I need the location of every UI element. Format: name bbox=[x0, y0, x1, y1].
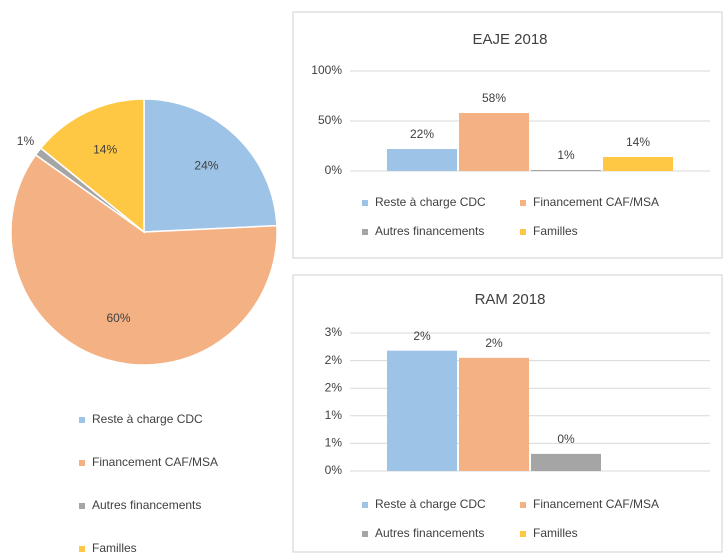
legend-label: Financement CAF/MSA bbox=[533, 497, 659, 511]
data-label: 1% bbox=[17, 134, 35, 148]
y-tick-label: 100% bbox=[311, 63, 342, 77]
data-label: 58% bbox=[482, 91, 506, 105]
data-label: 2% bbox=[485, 336, 503, 350]
legend-label: Familles bbox=[533, 224, 578, 238]
data-label: 60% bbox=[107, 311, 131, 325]
bar bbox=[459, 357, 529, 471]
legend-label: Autres financements bbox=[92, 498, 201, 512]
bar bbox=[387, 350, 457, 471]
legend-marker bbox=[520, 502, 526, 508]
y-tick-label: 2% bbox=[325, 353, 343, 367]
legend-label: Financement CAF/MSA bbox=[92, 455, 218, 469]
legend-label: Familles bbox=[533, 526, 578, 540]
data-label: 24% bbox=[194, 159, 218, 173]
chart-title: EAJE 2018 bbox=[472, 31, 547, 48]
bar bbox=[387, 149, 457, 171]
legend-label: Familles bbox=[92, 541, 137, 554]
legend-label: Autres financements bbox=[375, 224, 484, 238]
data-label: 14% bbox=[93, 143, 117, 157]
y-tick-label: 0% bbox=[325, 463, 343, 477]
legend-marker bbox=[79, 503, 85, 509]
legend-marker bbox=[79, 417, 85, 423]
legend-label: Reste à charge CDC bbox=[92, 412, 203, 426]
legend-marker bbox=[79, 546, 85, 552]
bar bbox=[459, 113, 529, 171]
y-tick-label: 3% bbox=[325, 325, 343, 339]
pie-slice bbox=[39, 98, 145, 234]
y-tick-label: 2% bbox=[325, 380, 343, 394]
legend-marker bbox=[362, 502, 368, 508]
legend-marker bbox=[362, 200, 368, 206]
legend-label: Financement CAF/MSA bbox=[533, 195, 659, 209]
y-tick-label: 0% bbox=[325, 163, 343, 177]
bar bbox=[531, 170, 601, 171]
legend-label: Autres financements bbox=[375, 526, 484, 540]
y-tick-label: 1% bbox=[325, 408, 343, 422]
legend-marker bbox=[79, 460, 85, 466]
data-label: 0% bbox=[557, 432, 575, 446]
legend-marker bbox=[362, 229, 368, 235]
legend-marker bbox=[520, 229, 526, 235]
chart-title: RAM 2018 bbox=[475, 291, 546, 308]
legend-marker bbox=[362, 531, 368, 537]
y-tick-label: 50% bbox=[318, 113, 342, 127]
legend-label: Reste à charge CDC bbox=[375, 497, 486, 511]
data-label: 22% bbox=[410, 127, 434, 141]
data-label: 2% bbox=[413, 329, 431, 343]
pie-slice bbox=[143, 98, 278, 233]
bar bbox=[531, 453, 601, 471]
bar bbox=[603, 157, 673, 171]
data-label: 1% bbox=[557, 148, 575, 162]
legend-marker bbox=[520, 531, 526, 537]
y-tick-label: 1% bbox=[325, 436, 343, 450]
legend-label: Reste à charge CDC bbox=[375, 195, 486, 209]
pie-slice bbox=[10, 153, 278, 366]
data-label: 14% bbox=[626, 135, 650, 149]
legend-marker bbox=[520, 200, 526, 206]
